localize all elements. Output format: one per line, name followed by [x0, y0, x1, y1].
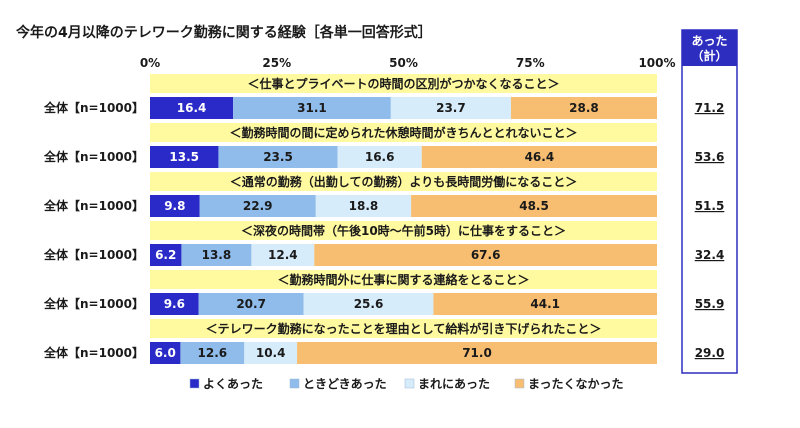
data-label: 13.8 — [202, 248, 232, 262]
x-tick-label: 75% — [516, 56, 545, 70]
legend-label: まれにあった — [418, 377, 490, 391]
question-label: ＜勤務時間の間に定められた休憩時間がきちんととれないこと＞ — [229, 125, 577, 140]
question-band — [150, 319, 657, 338]
legend-label: まったくなかった — [528, 377, 624, 391]
row-label: 全体【n=1000】 — [43, 198, 144, 213]
bar-segment — [510, 97, 657, 119]
data-label: 31.1 — [297, 101, 327, 115]
legend-swatch — [189, 378, 200, 389]
bar-segment — [218, 146, 338, 168]
row-label: 全体【n=1000】 — [43, 296, 144, 311]
data-label: 9.6 — [164, 297, 185, 311]
bar-segment — [233, 97, 391, 119]
legend-swatch — [404, 378, 415, 389]
data-label: 71.0 — [462, 346, 492, 360]
question-label: ＜通常の勤務（出勤しての勤務）よりも長時間労働になること＞ — [230, 174, 577, 189]
data-label: 20.7 — [236, 297, 266, 311]
data-label: 6.0 — [155, 346, 176, 360]
bar-segment — [315, 195, 412, 217]
question-band — [150, 270, 657, 289]
data-label: 10.4 — [256, 346, 286, 360]
total-value: 53.6 — [695, 150, 725, 164]
bar-segment — [150, 195, 200, 217]
bar-segment — [180, 342, 245, 364]
data-label: 6.2 — [155, 248, 176, 262]
total-value: 29.0 — [695, 346, 725, 360]
x-tick-label: 0% — [140, 56, 160, 70]
bar-segment — [150, 97, 234, 119]
bar-segment — [198, 293, 304, 315]
data-label: 12.6 — [198, 346, 228, 360]
bar-segment — [433, 293, 657, 315]
legend-label: ときどきあった — [303, 377, 387, 391]
row-label: 全体【n=1000】 — [43, 100, 144, 115]
data-label: 25.6 — [354, 297, 384, 311]
question-label: ＜勤務時間外に仕事に関する連絡をとること＞ — [277, 272, 529, 287]
data-label: 16.6 — [365, 150, 395, 164]
row-label: 全体【n=1000】 — [43, 149, 144, 164]
bar-segment — [297, 342, 657, 364]
bar-segment — [251, 244, 315, 266]
bar-segment — [390, 97, 511, 119]
chart-title: 今年の4月以降のテレワーク勤務に関する経験［各単一回答形式］ — [16, 25, 432, 41]
bar-segment — [411, 195, 657, 217]
bar-segment — [314, 244, 657, 266]
data-label: 23.7 — [436, 101, 466, 115]
bar-segment — [199, 195, 316, 217]
x-tick-label: 25% — [262, 56, 291, 70]
totals-header-label: （計） — [691, 48, 727, 63]
data-label: 16.4 — [177, 101, 207, 115]
question-band — [150, 221, 657, 240]
question-label: ＜テレワーク勤務になったことを理由として給料が引き下げられたこと＞ — [206, 321, 602, 336]
data-label: 23.5 — [263, 150, 293, 164]
bar-segment — [337, 146, 422, 168]
data-label: 67.6 — [471, 248, 501, 262]
totals-header-bg — [682, 30, 737, 66]
bar-segment — [181, 244, 252, 266]
total-value: 71.2 — [695, 101, 725, 115]
bar-segment — [150, 146, 219, 168]
data-label: 28.8 — [569, 101, 599, 115]
data-label: 44.1 — [530, 297, 560, 311]
question-label: ＜深夜の時間帯（午後10時〜午前5時）に仕事をすること＞ — [241, 223, 566, 238]
x-tick-label: 100% — [638, 56, 675, 70]
x-tick-label: 50% — [389, 56, 418, 70]
bar-segment — [303, 293, 434, 315]
question-label: ＜仕事とプライベートの時間の区別がつかなくなること＞ — [247, 76, 559, 91]
totals-header-label: あった — [691, 34, 727, 48]
bar-segment — [244, 342, 298, 364]
legend-swatch — [289, 378, 300, 389]
row-label: 全体【n=1000】 — [43, 345, 144, 360]
total-value: 55.9 — [695, 297, 725, 311]
bar-segment — [150, 342, 181, 364]
bar-segment — [421, 146, 657, 168]
data-label: 46.4 — [525, 150, 555, 164]
data-label: 9.8 — [164, 199, 185, 213]
total-value: 51.5 — [695, 199, 725, 213]
data-label: 12.4 — [268, 248, 298, 262]
data-label: 18.8 — [349, 199, 379, 213]
row-label: 全体【n=1000】 — [43, 247, 144, 262]
data-label: 48.5 — [519, 199, 549, 213]
totals-frame — [681, 29, 738, 374]
bar-segment — [150, 293, 199, 315]
question-band — [150, 74, 657, 93]
data-label: 13.5 — [169, 150, 199, 164]
legend-swatch — [514, 378, 525, 389]
bar-segment — [150, 244, 182, 266]
legend-label: よくあった — [203, 377, 263, 391]
total-value: 32.4 — [695, 248, 725, 262]
data-label: 22.9 — [243, 199, 273, 213]
question-band — [150, 172, 657, 191]
question-band — [150, 123, 657, 142]
